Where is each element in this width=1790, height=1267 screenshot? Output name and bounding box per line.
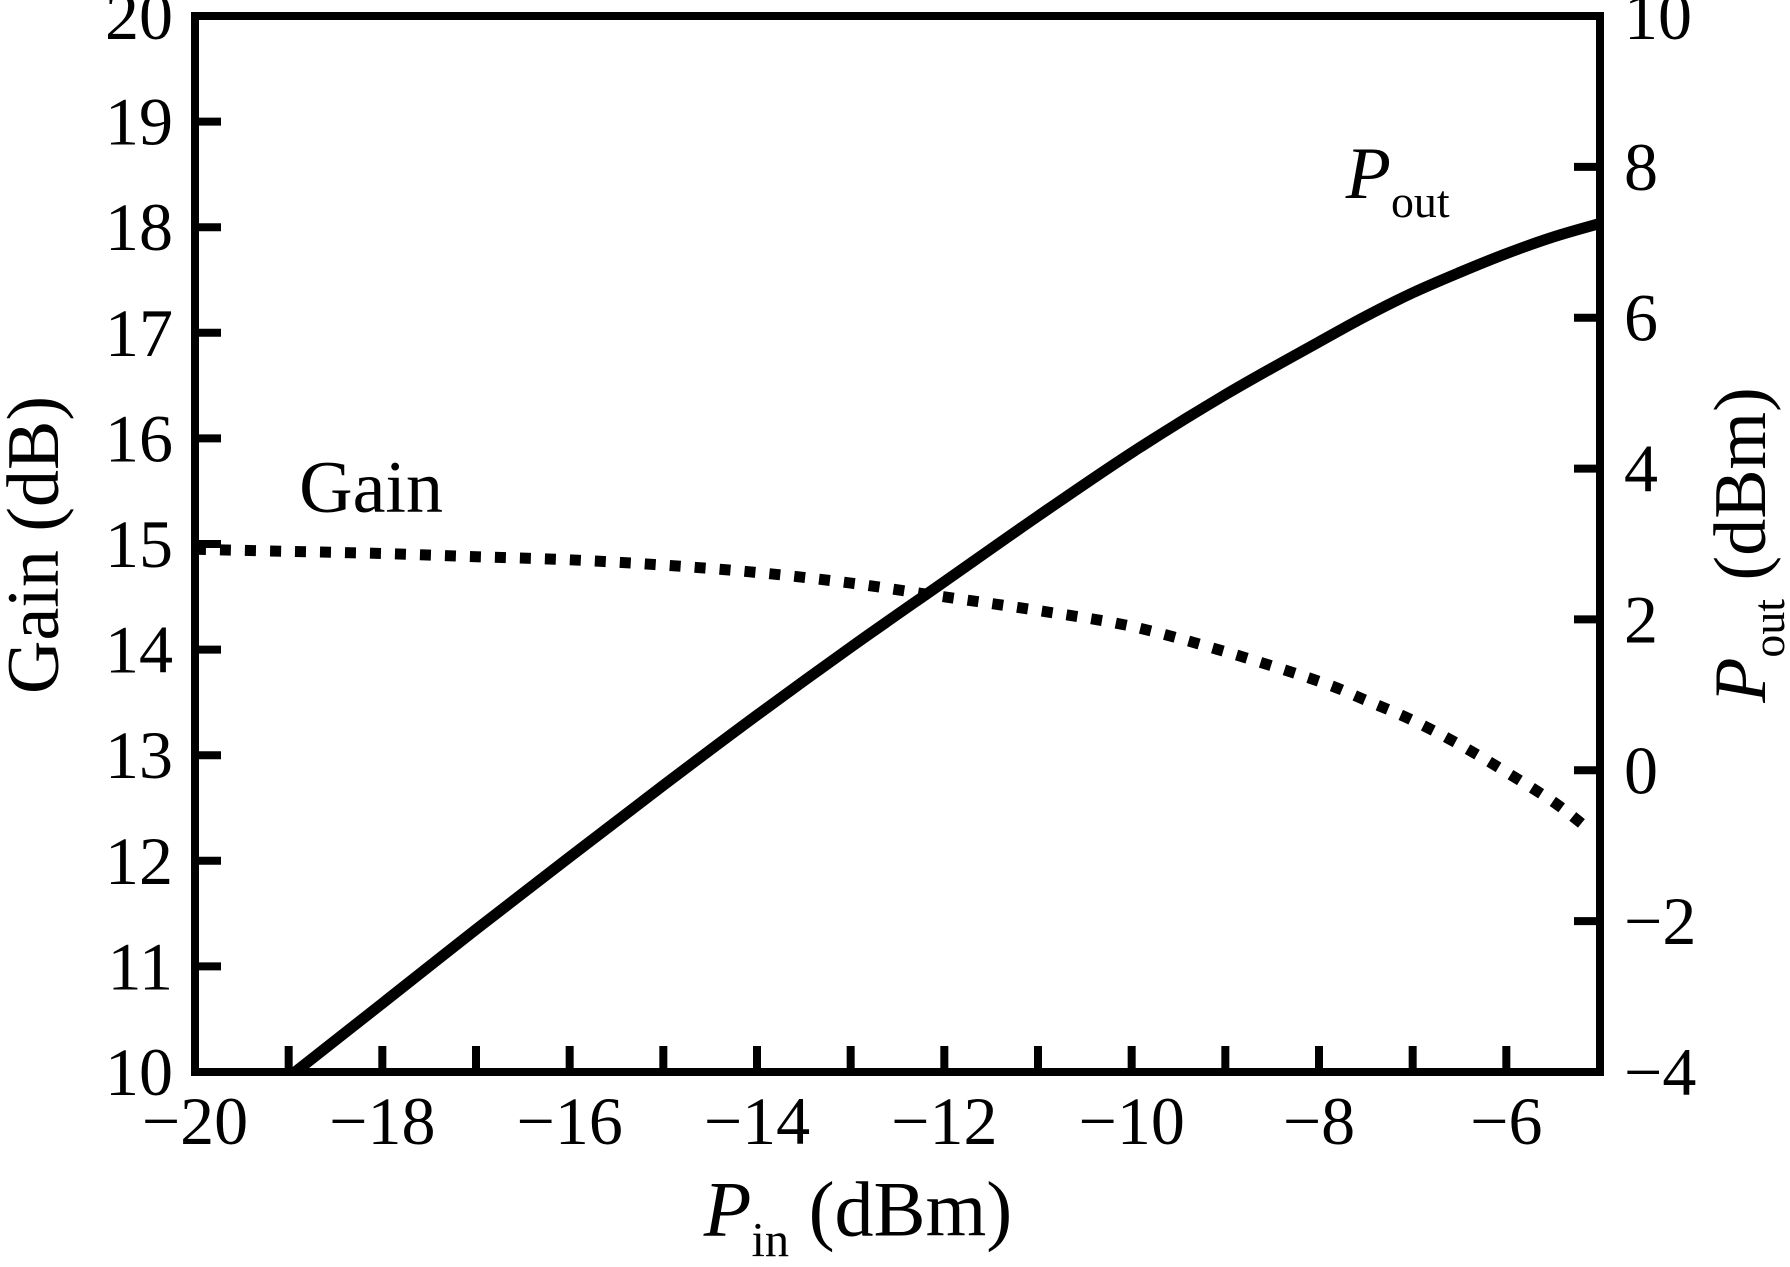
y-axis-label-left: Gain (dB) (0, 396, 75, 694)
y-left-tick-label: 17 (105, 295, 173, 371)
y-left-tick-label: 20 (105, 0, 173, 54)
pout-curve-annotation: Pout (1346, 137, 1450, 225)
y-right-subscript: out (1743, 598, 1790, 658)
y-left-tick-label: 10 (105, 1034, 173, 1110)
y-right-tick-label: −4 (1624, 1034, 1696, 1110)
y-right-symbol: P (1699, 657, 1782, 703)
x-tick-label: −18 (329, 1083, 435, 1159)
pout-curve (291, 218, 1600, 1072)
pout-annotation-symbol: P (1345, 133, 1391, 216)
x-tick-label: −12 (891, 1083, 997, 1159)
y-right-tick-label: 0 (1624, 732, 1658, 808)
y-left-tick-label: 18 (105, 189, 173, 265)
pout-annotation-subscript: out (1390, 176, 1450, 228)
y-left-tick-label: 14 (105, 612, 173, 688)
y-right-unit: (dBm) (1699, 387, 1782, 599)
x-label-subscript: in (751, 1213, 790, 1267)
y-right-tick-label: 8 (1624, 129, 1658, 205)
y-left-tick-label: 16 (105, 400, 173, 476)
x-tick-label: −14 (704, 1083, 810, 1159)
x-label-unit: (dBm) (789, 1165, 1013, 1253)
x-tick-label: −6 (1470, 1083, 1542, 1159)
y-axis-label-right: Pout (dBm) (1700, 387, 1790, 703)
x-label-symbol: P (703, 1165, 752, 1253)
x-tick-label: −8 (1283, 1083, 1355, 1159)
y-left-tick-label: 12 (105, 823, 173, 899)
gain-curve (195, 543, 1590, 832)
gain-annotation-text: Gain (299, 447, 444, 530)
x-tick-label: −16 (516, 1083, 622, 1159)
y-right-tick-label: 2 (1624, 581, 1658, 657)
y-right-tick-label: −2 (1624, 883, 1696, 959)
y-left-tick-label: 15 (105, 506, 173, 582)
y-left-label-text: Gain (dB) (0, 396, 75, 694)
y-right-tick-label: 4 (1624, 431, 1658, 507)
y-right-tick-label: 10 (1624, 0, 1692, 54)
x-axis-label: Pin (dBm) (704, 1170, 1012, 1267)
y-right-tick-label: 6 (1624, 280, 1658, 356)
x-tick-label: −10 (1078, 1083, 1184, 1159)
x-tick-label: −20 (142, 1083, 248, 1159)
y-left-tick-label: 13 (105, 717, 173, 793)
y-left-tick-label: 19 (105, 84, 173, 160)
y-left-tick-label: 11 (108, 928, 173, 1004)
gain-curve-annotation: Gain (299, 451, 443, 525)
